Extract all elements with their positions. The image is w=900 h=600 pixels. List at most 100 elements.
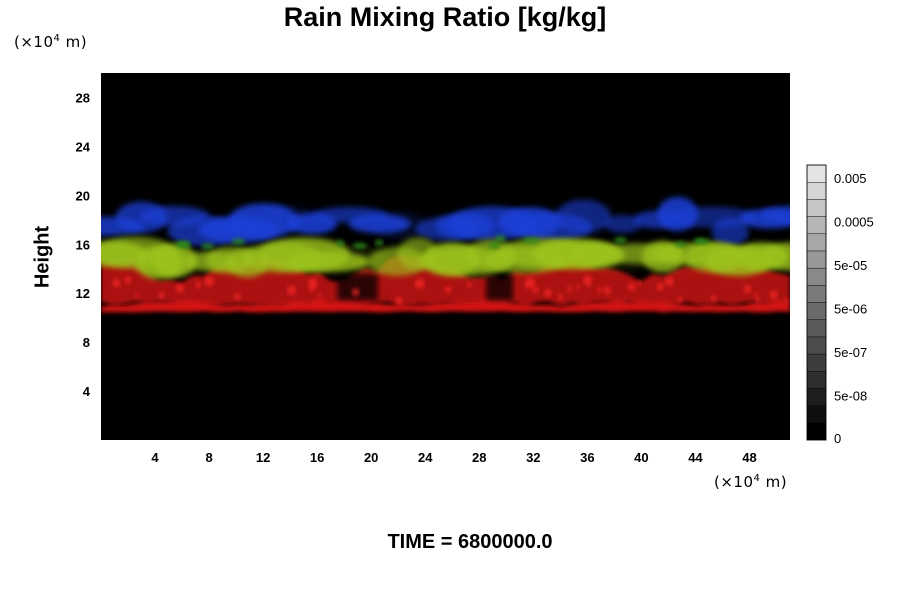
x-tick-label: 40 [634, 450, 648, 465]
colorbar-level [807, 268, 826, 285]
rain-patch-red [415, 278, 425, 288]
colorbar-level [807, 199, 826, 216]
rain-patch-red [744, 285, 752, 293]
x-axis-ticks: 4 8 12 16 20 24 28 32 36 40 44 48 [151, 450, 756, 465]
rain-patch-red [467, 282, 472, 287]
y-tick-label: 16 [76, 237, 90, 252]
rain-patch-green [522, 237, 539, 243]
y-tick-label: 24 [76, 139, 91, 154]
colorbar-tick-label: 0.005 [834, 171, 867, 186]
colorbar-tick-label: 5e-07 [834, 345, 867, 360]
rain-patch-green [375, 240, 384, 246]
rain-patch-red [567, 287, 572, 292]
colorbar-level [807, 371, 826, 388]
x-tick-label: 8 [205, 450, 212, 465]
colorbar-tick-label: 5e-08 [834, 389, 867, 404]
rain-patch-red [597, 287, 602, 292]
x-tick-label: 32 [526, 450, 540, 465]
x-tick-label: 20 [364, 450, 378, 465]
rain-patch-red [135, 293, 139, 297]
rain-patch-red [754, 293, 758, 297]
rain-patch-red [176, 284, 184, 292]
rain-patch-green [495, 235, 506, 241]
rain-patch-green [353, 243, 367, 249]
rain-patch-red [587, 282, 591, 286]
rain-patch-red [637, 281, 642, 286]
x-tick-label: 16 [310, 450, 324, 465]
rain-patch-red [529, 283, 533, 287]
x-tick-label: 44 [688, 450, 703, 465]
colorbar-level [807, 388, 826, 405]
y-tick-label: 4 [83, 384, 91, 399]
x-tick-label: 24 [418, 450, 433, 465]
x-tick-label: 48 [742, 450, 756, 465]
colorbar-tick-label: 0 [834, 431, 841, 446]
rain-patch-red [158, 292, 164, 298]
rain-patch-green [694, 238, 703, 244]
colorbar-level [807, 320, 826, 337]
rain-patch-red [544, 289, 552, 297]
rain-patch-red [195, 282, 201, 288]
rain-patch-red [204, 276, 214, 286]
x-tick-label: 12 [256, 450, 270, 465]
rain-patch-red [678, 297, 683, 302]
colorbar-level [807, 234, 826, 251]
rain-patch-red [711, 295, 717, 301]
rain-patch-red [769, 291, 777, 299]
rain-patch-red [352, 288, 360, 296]
rain-patch-red [287, 286, 296, 295]
colorbar-level [807, 354, 826, 371]
rain-patch-red [557, 294, 563, 300]
y-tick-label: 20 [76, 188, 90, 203]
rain-patch-green [232, 239, 246, 245]
rain-patch-red [113, 279, 121, 287]
colorbar-level [807, 182, 826, 199]
rain-patch-red [309, 285, 316, 292]
rain-patch-red [628, 283, 636, 291]
rain-patch-red [603, 287, 611, 295]
colorbar-level [807, 337, 826, 354]
y-tick-label: 8 [83, 335, 90, 350]
rain-patch-green [201, 243, 214, 249]
rain-patch-blue [555, 199, 611, 233]
y-axis-ticks: 4 8 12 16 20 24 28 [76, 90, 91, 399]
rain-gap [337, 274, 378, 301]
rain-patch-green [674, 241, 685, 247]
time-label: TIME = 6800000.0 [0, 531, 900, 554]
colorbar-level [807, 423, 826, 440]
rain-patch-green [614, 237, 627, 243]
colorbar: 0.005 0.0005 5e-05 5e-06 5e-07 5e-08 0 [807, 165, 874, 446]
rain-patch-red [445, 286, 452, 293]
rain-patch-red [665, 277, 674, 286]
colorbar-tick-label: 0.0005 [834, 215, 874, 230]
rain-gap [486, 274, 513, 301]
x-tick-label: 36 [580, 450, 594, 465]
rain-patch-red [784, 299, 789, 304]
rain-patch-red [576, 285, 580, 289]
colorbar-level [807, 165, 826, 182]
colorbar-level [807, 406, 826, 423]
colorbar-tick-label: 5e-06 [834, 302, 867, 317]
x-tick-label: 4 [151, 450, 159, 465]
rain-patch-red [395, 297, 402, 304]
colorbar-level [807, 251, 826, 268]
rain-patch-green [336, 240, 345, 246]
rain-patch-red [756, 298, 761, 303]
x-axis-unit: (×104 m) [714, 473, 787, 491]
rain-patch-red [525, 283, 530, 288]
rain-patch-red [317, 293, 321, 297]
x-tick-label: 28 [472, 450, 486, 465]
rain-patch-green [489, 242, 499, 248]
rain-patch-red [124, 277, 131, 284]
y-tick-label: 12 [76, 286, 90, 301]
rain-patch-green [179, 242, 191, 248]
colorbar-level [807, 217, 826, 234]
rain-patch-red [532, 286, 539, 293]
rain-patch-red [657, 283, 664, 290]
colorbar-level [807, 303, 826, 320]
rain-patch-red [234, 293, 241, 300]
colorbar-tick-label: 5e-05 [834, 258, 867, 273]
colorbar-level [807, 285, 826, 302]
y-tick-label: 28 [76, 90, 90, 105]
